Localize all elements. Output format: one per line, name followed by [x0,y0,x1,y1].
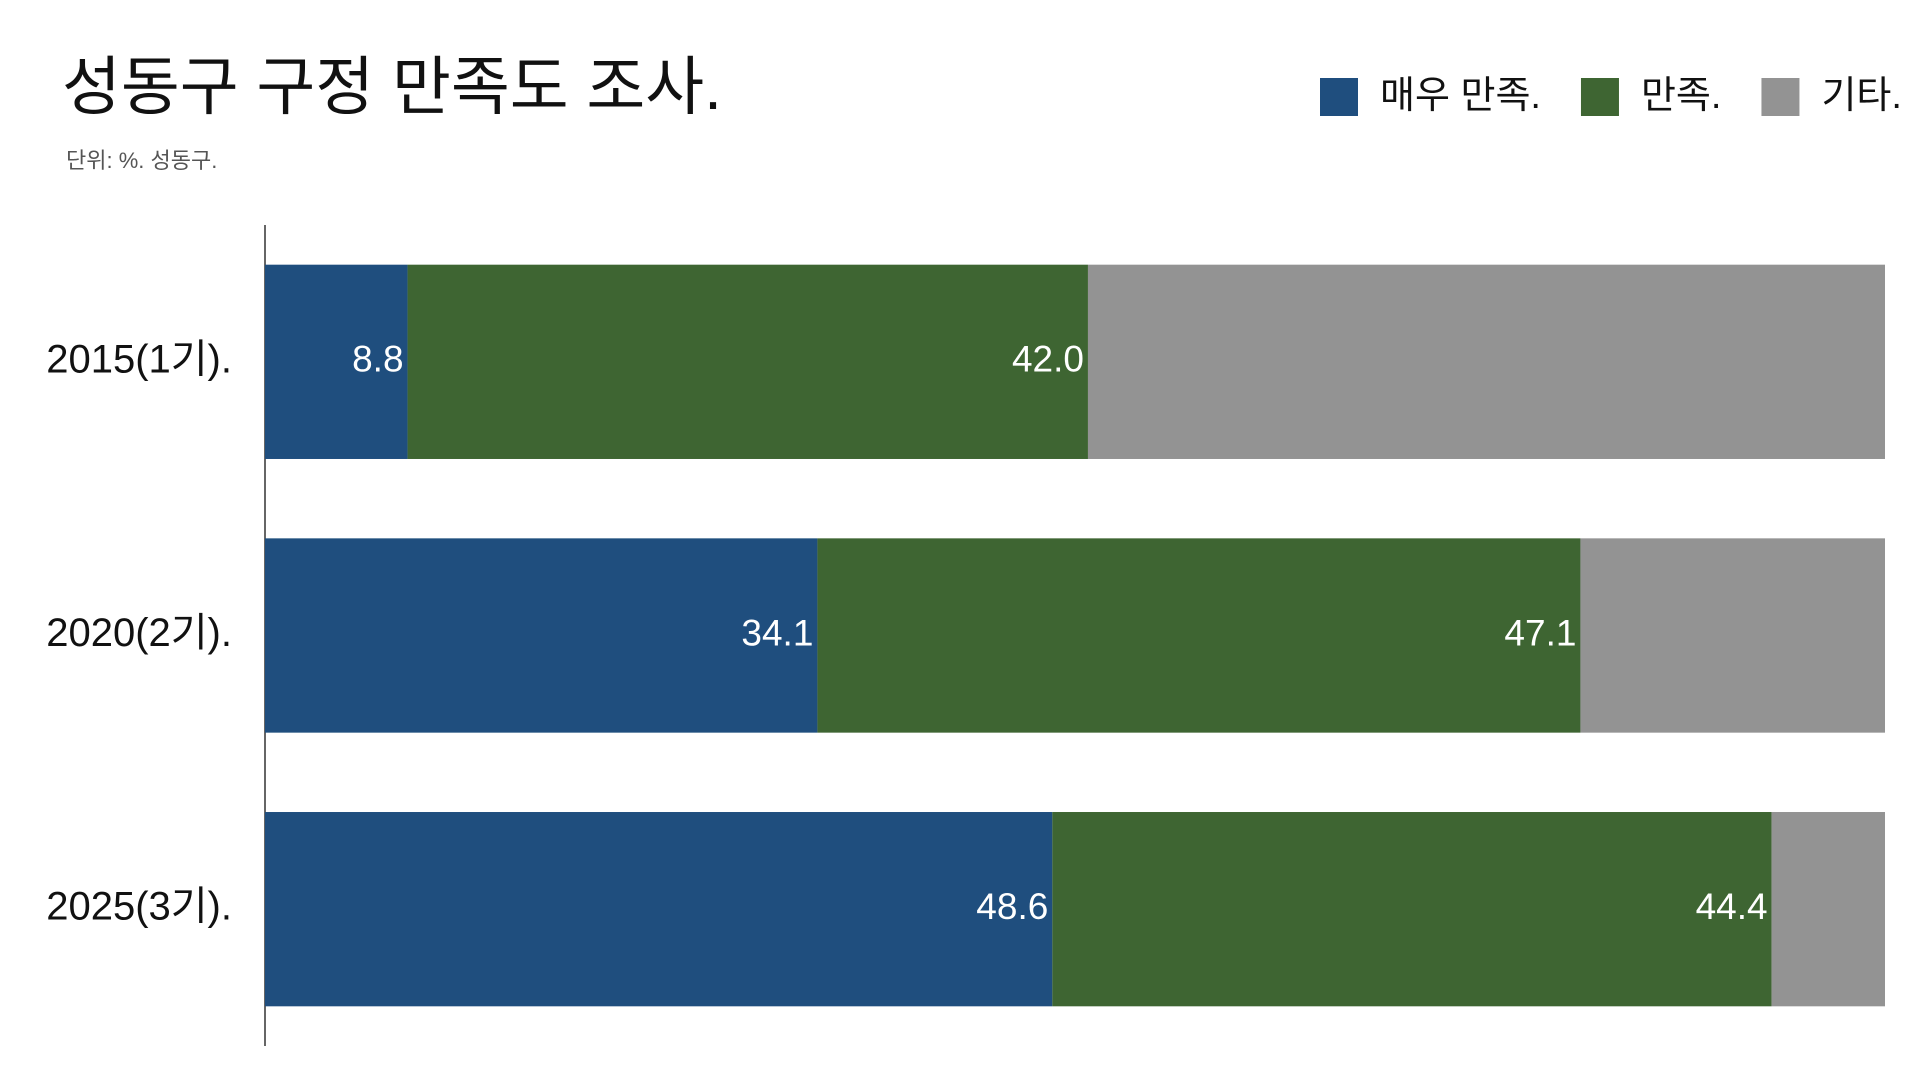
data-label: 48.6 [976,886,1048,927]
legend-label: 만족. [1641,75,1721,117]
data-label: 44.4 [1696,886,1768,927]
legend-swatch [1761,78,1800,116]
legend-label: 기타. [1821,75,1901,117]
legend-swatch [1580,78,1619,116]
bar-segment [265,264,408,459]
bar-segment [1087,264,1885,459]
bar-segment [1771,812,1885,1007]
legend-swatch [1320,78,1358,116]
y-tick-label: 2015(1기). [46,337,232,381]
bar-segment [265,538,818,733]
bar-segment [1052,812,1772,1007]
data-label: 47.1 [1504,612,1576,653]
bar-segment [407,264,1088,459]
bar-segment [1580,538,1885,733]
chart-subtitle: 단위: %. 성동구. [66,148,217,173]
data-label: 34.1 [741,612,813,653]
bar-segment [265,812,1053,1007]
chart-title: 성동구 구정 만족도 조사. [62,51,722,123]
data-label: 8.8 [352,339,403,380]
y-tick-label: 2025(3기). [46,885,232,929]
bar-segment [817,538,1581,733]
data-label: 42.0 [1012,339,1084,380]
legend-label: 매우 만족. [1380,75,1541,117]
y-tick-label: 2020(2기). [46,611,232,655]
